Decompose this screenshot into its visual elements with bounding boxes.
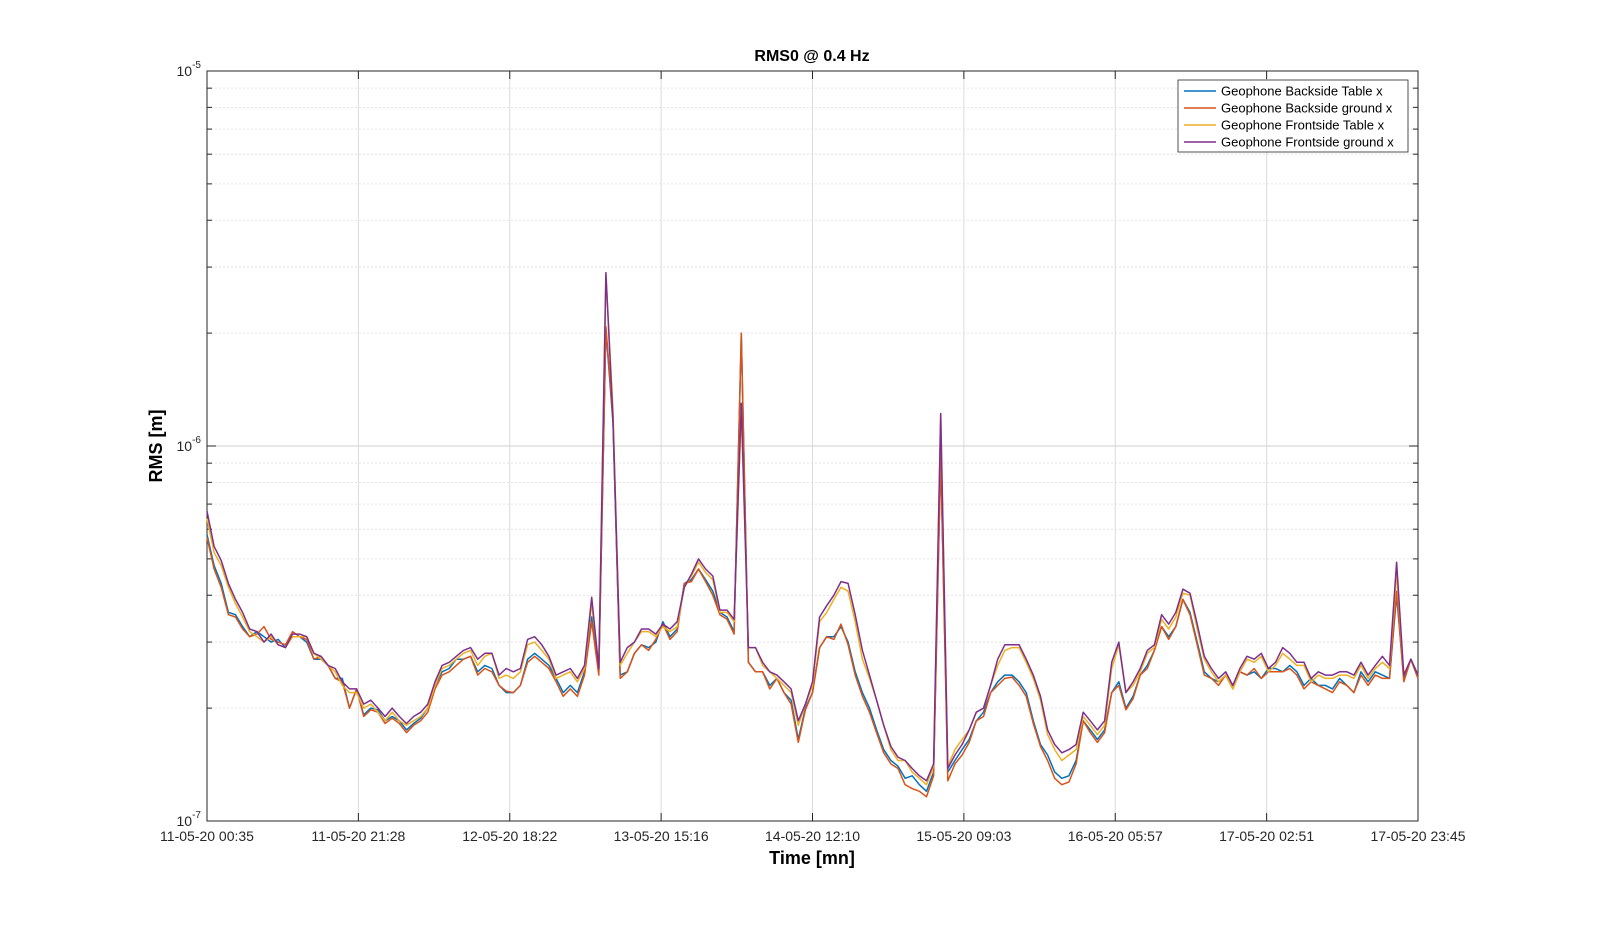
y-tick-label: 10-6 bbox=[177, 435, 202, 454]
legend-label: Geophone Frontside ground x bbox=[1221, 135, 1394, 150]
x-tick-label: 17-05-20 02:51 bbox=[1219, 828, 1314, 844]
axis-ticks: 11-05-20 00:35 11-05-20 21:28 12-05-20 18:… bbox=[160, 60, 1466, 844]
x-tick-label: 17-05-20 23:45 bbox=[1371, 828, 1466, 844]
legend-label: Geophone Backside Table x bbox=[1221, 84, 1383, 99]
x-tick-label: 11-05-20 21:28 bbox=[311, 828, 405, 844]
legend-label: Geophone Frontside Table x bbox=[1221, 118, 1385, 133]
x-tick-label: 16-05-20 05:57 bbox=[1068, 828, 1163, 844]
series-line-2 bbox=[206, 325, 1419, 798]
x-tick-label: 13-05-20 15:16 bbox=[614, 828, 709, 844]
x-tick-label: 12-05-20 18:22 bbox=[462, 828, 557, 844]
x-axis-label: Time [mn] bbox=[769, 848, 855, 868]
y-tick-label: 10-5 bbox=[177, 60, 202, 79]
series-lines bbox=[206, 271, 1419, 798]
x-tick-label: 11-05-20 00:35 bbox=[160, 828, 254, 844]
series-line-4 bbox=[206, 271, 1419, 782]
grid bbox=[207, 71, 1418, 821]
y-axis-label: RMS [m] bbox=[146, 410, 166, 483]
x-tick-label: 15-05-20 09:03 bbox=[916, 828, 1011, 844]
legend-label: Geophone Backside ground x bbox=[1221, 101, 1393, 116]
x-tick-label: 14-05-20 12:10 bbox=[765, 828, 860, 844]
legend-box bbox=[1177, 79, 1409, 153]
chart-title: RMS0 @ 0.4 Hz bbox=[754, 48, 869, 65]
legend: Geophone Backside Table x Geophone Backsi… bbox=[1177, 79, 1409, 153]
series-line-3 bbox=[206, 274, 1419, 786]
y-tick-label: 10-7 bbox=[177, 810, 202, 829]
